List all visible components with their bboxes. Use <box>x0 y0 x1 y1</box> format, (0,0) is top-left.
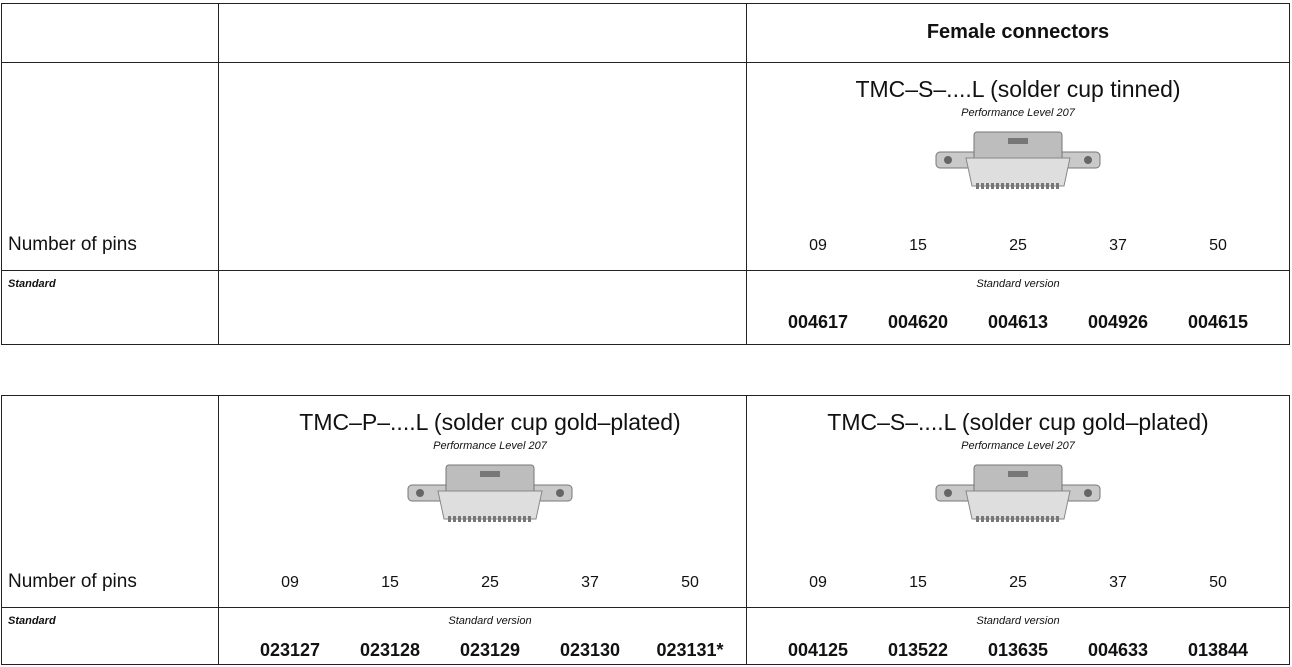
order-code: 013522 <box>868 640 968 661</box>
order-code: 013635 <box>968 640 1068 661</box>
order-code: 004926 <box>1068 312 1168 333</box>
pin-count: 15 <box>868 237 968 255</box>
row-line <box>1 62 1290 63</box>
order-code: 013844 <box>1168 640 1268 661</box>
group-subtitle: Performance Level 207 <box>218 440 762 452</box>
row-label: Number of pins <box>8 234 137 256</box>
order-code: 004615 <box>1168 312 1268 333</box>
row-line <box>1 607 1290 608</box>
order-code: 004633 <box>1068 640 1168 661</box>
column-line <box>218 3 219 345</box>
pin-count: 50 <box>1168 237 1268 255</box>
version-label: Standard version <box>218 615 762 627</box>
column-line <box>746 3 747 345</box>
row-label: Number of pins <box>8 571 137 593</box>
connector-svg <box>928 461 1108 537</box>
order-code: 023128 <box>340 640 440 661</box>
pin-count: 09 <box>240 574 340 592</box>
order-code: 004617 <box>768 312 868 333</box>
order-code: 023131* <box>640 640 740 661</box>
row-line <box>1 270 1290 271</box>
group-title: TMC–S–....L (solder cup gold–plated) <box>746 409 1290 436</box>
standard-label: Standard <box>8 278 56 290</box>
connector-image <box>400 461 580 537</box>
pin-count: 15 <box>340 574 440 592</box>
order-code: 004620 <box>868 312 968 333</box>
order-code: 023130 <box>540 640 640 661</box>
pin-count: 25 <box>440 574 540 592</box>
connector-svg <box>928 128 1108 204</box>
version-label: Standard version <box>746 278 1290 290</box>
pin-count: 25 <box>968 237 1068 255</box>
order-code: 004613 <box>968 312 1068 333</box>
group-title: TMC–P–....L (solder cup gold–plated) <box>218 409 762 436</box>
pin-count: 37 <box>1068 574 1168 592</box>
pin-count: 09 <box>768 237 868 255</box>
group-subtitle: Performance Level 207 <box>746 440 1290 452</box>
connector-image <box>928 128 1108 204</box>
connector-image <box>928 461 1108 537</box>
connector-svg <box>400 461 580 537</box>
pin-count: 09 <box>768 574 868 592</box>
page: {"tables": [ {"header": "Female connecto… <box>0 0 1292 667</box>
version-label: Standard version <box>746 615 1290 627</box>
pin-count: 37 <box>540 574 640 592</box>
group-subtitle: Performance Level 207 <box>746 107 1290 119</box>
pin-count: 25 <box>968 574 1068 592</box>
group-title: TMC–S–....L (solder cup tinned) <box>746 76 1290 103</box>
pin-count: 15 <box>868 574 968 592</box>
order-code: 004125 <box>768 640 868 661</box>
standard-label: Standard <box>8 615 56 627</box>
header-text: Female connectors <box>746 21 1290 44</box>
order-code: 023129 <box>440 640 540 661</box>
pin-count: 50 <box>1168 574 1268 592</box>
order-code: 023127 <box>240 640 340 661</box>
pin-count: 37 <box>1068 237 1168 255</box>
pin-count: 50 <box>640 574 740 592</box>
